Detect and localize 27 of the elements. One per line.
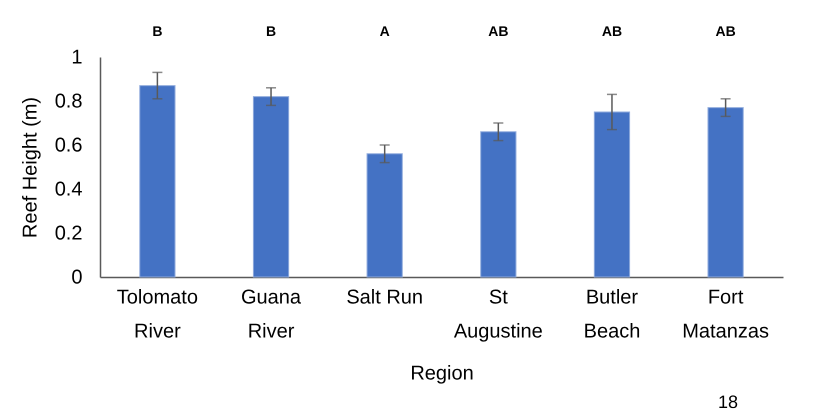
x-tick-label: Fort Matanzas — [682, 286, 769, 342]
y-tick-label: 0.6 — [54, 134, 82, 156]
y-tick-label: 0.8 — [54, 90, 82, 112]
x-tick-label: Tolomato River — [116, 286, 198, 342]
y-tick-label: 0.2 — [54, 222, 82, 244]
x-axis-title: Region — [410, 362, 474, 384]
text: AB — [602, 23, 622, 39]
bar — [252, 96, 290, 278]
x-tick-label: Guana River — [241, 286, 302, 342]
y-tick-label: 0 — [71, 266, 82, 288]
text: B — [266, 23, 276, 39]
text: B — [152, 23, 162, 39]
y-axis-title: Reef Height (m) — [20, 96, 42, 238]
x-tick-label: Butler Beach — [584, 286, 640, 342]
bar — [480, 131, 516, 278]
text: 18 — [718, 392, 738, 412]
y-tick-label: 0.4 — [54, 178, 82, 200]
bar — [707, 107, 744, 278]
y-tick-label: 1 — [71, 46, 82, 68]
text: A — [380, 23, 390, 39]
bar — [594, 112, 630, 278]
bar — [366, 153, 403, 278]
text: AB — [715, 23, 736, 39]
x-tick-label: Salt Run — [346, 286, 424, 308]
text: AB — [488, 23, 508, 39]
x-tick-label: St Augustine — [454, 286, 543, 342]
bar — [139, 85, 176, 278]
